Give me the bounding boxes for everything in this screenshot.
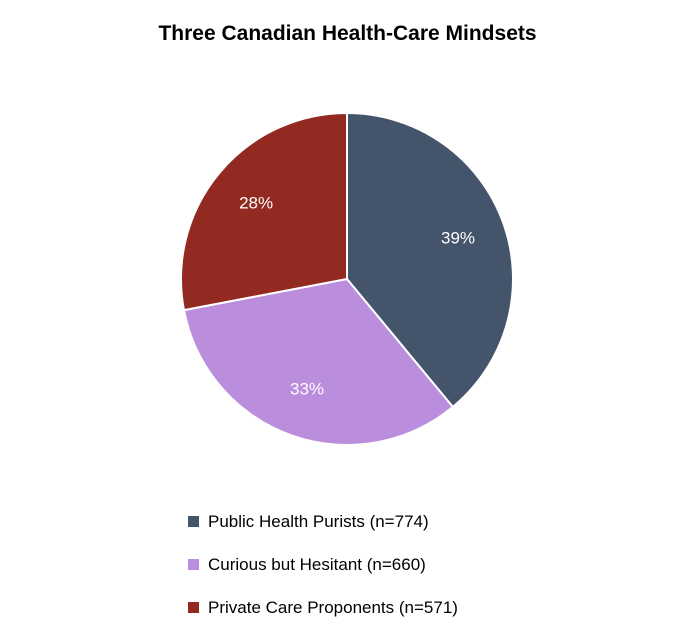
pie-slice <box>180 111 348 312</box>
slice-data-label: 33% <box>290 380 324 399</box>
legend-item: Private Care Proponents (n=571) <box>188 593 458 622</box>
slice-data-label: 39% <box>441 229 475 248</box>
legend-item: Public Health Purists (n=774) <box>188 507 458 536</box>
chart-title: Three Canadian Health-Care Mindsets <box>158 22 537 45</box>
legend-label: Private Care Proponents (n=571) <box>208 597 458 617</box>
slice-data-label: 28% <box>239 193 273 212</box>
legend-label: Curious but Hesitant (n=660) <box>208 554 426 574</box>
pie-slice <box>346 111 514 409</box>
legend-label: Public Health Purists (n=774) <box>208 511 429 531</box>
pie-slice <box>182 277 455 446</box>
legend-swatch <box>188 559 199 570</box>
legend: Public Health Purists (n=774) Curious bu… <box>188 507 458 636</box>
legend-swatch <box>188 516 199 527</box>
legend-item: Curious but Hesitant (n=660) <box>188 550 458 579</box>
legend-swatch <box>188 602 199 613</box>
